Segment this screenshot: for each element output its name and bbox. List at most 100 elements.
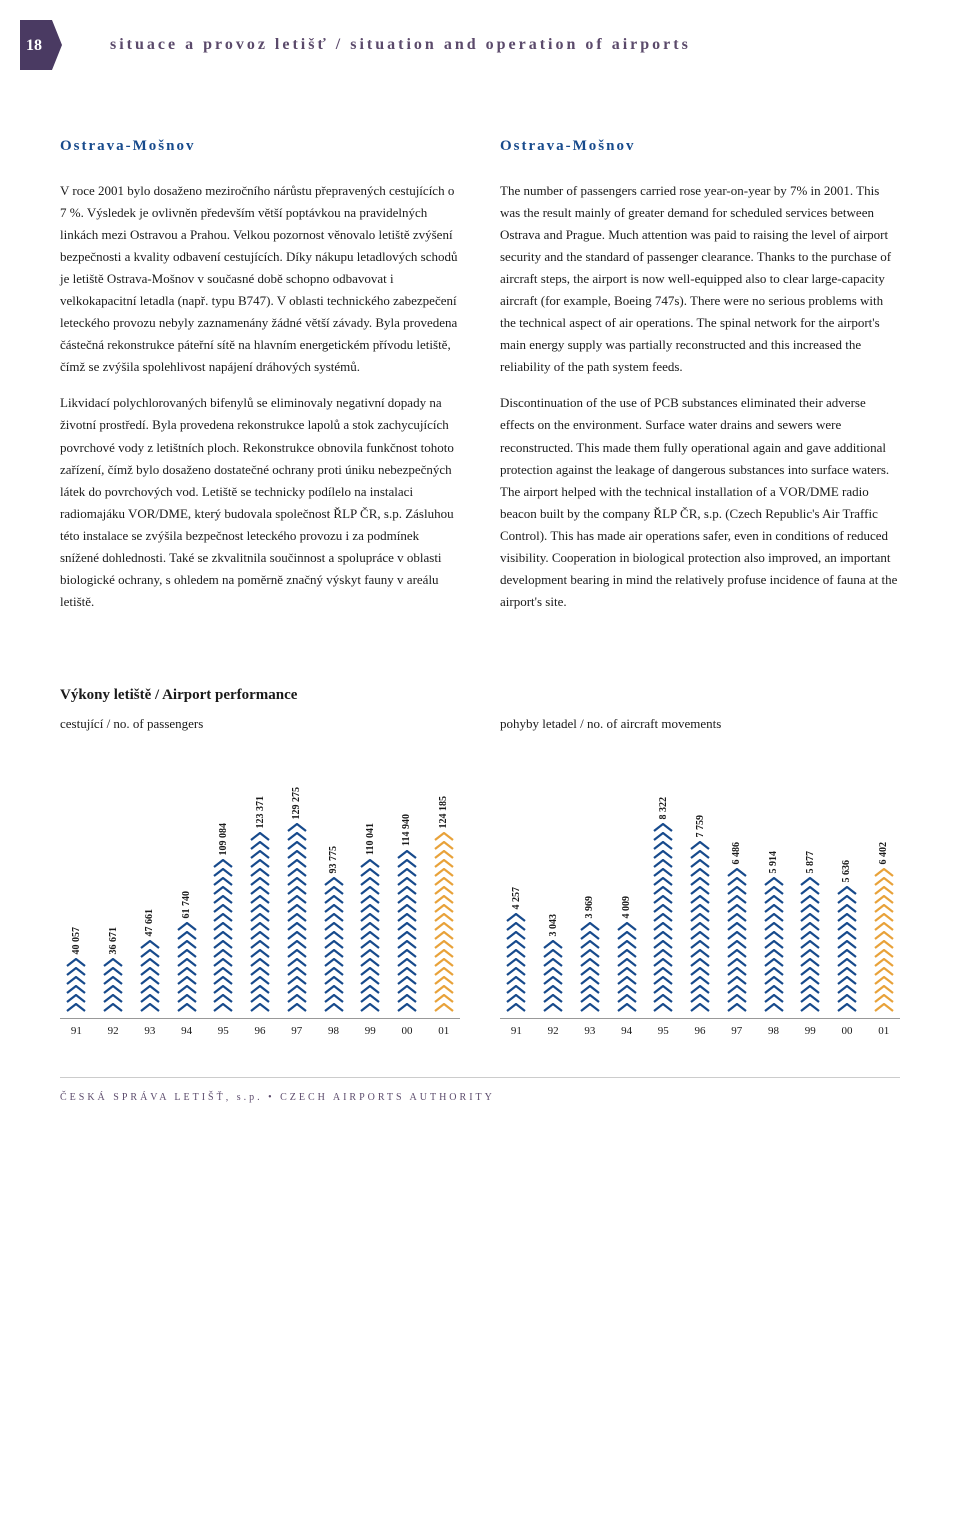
chevron-icon [653,913,673,922]
chevron-icon [397,877,417,886]
x-axis-tick: 91 [500,1025,533,1037]
x-axis-tick: 96 [684,1025,717,1037]
chart-movements-axis: 9192939495969798990001 [500,1018,900,1037]
chevron-icon [543,949,563,958]
chevron-icon [213,877,233,886]
x-axis-tick: 00 [391,1025,424,1037]
chevron-icon [506,922,526,931]
chevron-icon [397,949,417,958]
chevron-icon [103,1003,123,1012]
chevron-icon [727,904,747,913]
chevron-icon [690,868,710,877]
chevron-icon [324,886,344,895]
chevron-icon [874,967,894,976]
chevron-icon [397,904,417,913]
chevron-icon [103,985,123,994]
bar-column: 47 661 [133,772,166,1012]
chevron-icon [287,823,307,832]
charts-row: cestující / no. of passengers 40 05736 6… [60,716,900,1037]
chevron-icon [580,922,600,931]
chevron-icon [360,994,380,1003]
chevron-icon [764,913,784,922]
bar-stack [580,922,600,1012]
bar-stack [690,841,710,1012]
chevron-icon [434,931,454,940]
chart-passengers-bars: 40 05736 67147 66161 740109 084123 37112… [60,772,460,1012]
bar-stack [506,913,526,1012]
chevron-icon [617,949,637,958]
chevron-icon [397,994,417,1003]
chevron-icon [287,850,307,859]
chevron-icon [506,940,526,949]
chevron-icon [727,922,747,931]
chevron-icon [434,859,454,868]
chart-section-title: Výkony letiště / Airport performance [60,687,900,704]
x-axis-tick: 99 [354,1025,387,1037]
chevron-icon [800,985,820,994]
chevron-icon [434,958,454,967]
chevron-icon [360,922,380,931]
chevron-icon [213,949,233,958]
chevron-icon [653,967,673,976]
chart-passengers-subtitle: cestující / no. of passengers [60,716,460,732]
bar-column: 3 043 [537,772,570,1012]
chevron-icon [874,931,894,940]
chevron-icon [690,976,710,985]
chevron-icon [653,904,673,913]
chevron-icon [837,895,857,904]
left-paragraph-2: Likvidací polychlorovaných bifenylů se e… [60,392,460,613]
chevron-icon [874,913,894,922]
chevron-icon [690,985,710,994]
bar-column: 4 009 [610,772,643,1012]
chevron-icon [653,841,673,850]
chevron-icon [250,931,270,940]
chevron-icon [397,1003,417,1012]
chevron-icon [287,895,307,904]
chevron-icon [653,985,673,994]
chevron-icon [653,994,673,1003]
chevron-icon [250,967,270,976]
chevron-icon [434,868,454,877]
chevron-icon [397,958,417,967]
chevron-icon [617,1003,637,1012]
chevron-icon [506,994,526,1003]
chevron-icon [800,940,820,949]
chevron-icon [360,985,380,994]
chevron-icon [727,994,747,1003]
bar-column: 124 185 [427,772,460,1012]
chevron-icon [837,913,857,922]
chevron-icon [506,976,526,985]
chevron-icon [177,922,197,931]
page: 18 situace a provoz letišť / situation a… [0,0,960,1123]
bar-column: 110 041 [354,772,387,1012]
x-axis-tick: 92 [537,1025,570,1037]
chevron-icon [287,976,307,985]
chevron-icon [250,859,270,868]
chevron-icon [690,850,710,859]
bar-value-label: 61 740 [181,891,192,919]
chevron-icon [397,940,417,949]
chevron-icon [177,985,197,994]
chart-movements-subtitle: pohyby letadel / no. of aircraft movemen… [500,716,900,732]
chevron-icon [727,868,747,877]
chevron-icon [103,958,123,967]
chevron-icon [66,976,86,985]
chevron-icon [837,976,857,985]
bar-value-label: 4 009 [621,896,632,919]
chevron-icon [287,859,307,868]
x-axis-tick: 94 [610,1025,643,1037]
x-axis-tick: 98 [317,1025,350,1037]
chevron-icon [434,850,454,859]
chevron-icon [764,895,784,904]
bar-value-label: 7 759 [695,815,706,838]
chevron-icon [324,994,344,1003]
chevron-icon [324,1003,344,1012]
chevron-icon [800,913,820,922]
chevron-icon [434,922,454,931]
chevron-icon [250,1003,270,1012]
chevron-icon [727,931,747,940]
bar-column: 129 275 [280,772,313,1012]
chevron-icon [837,940,857,949]
chevron-icon [360,895,380,904]
chevron-icon [287,913,307,922]
